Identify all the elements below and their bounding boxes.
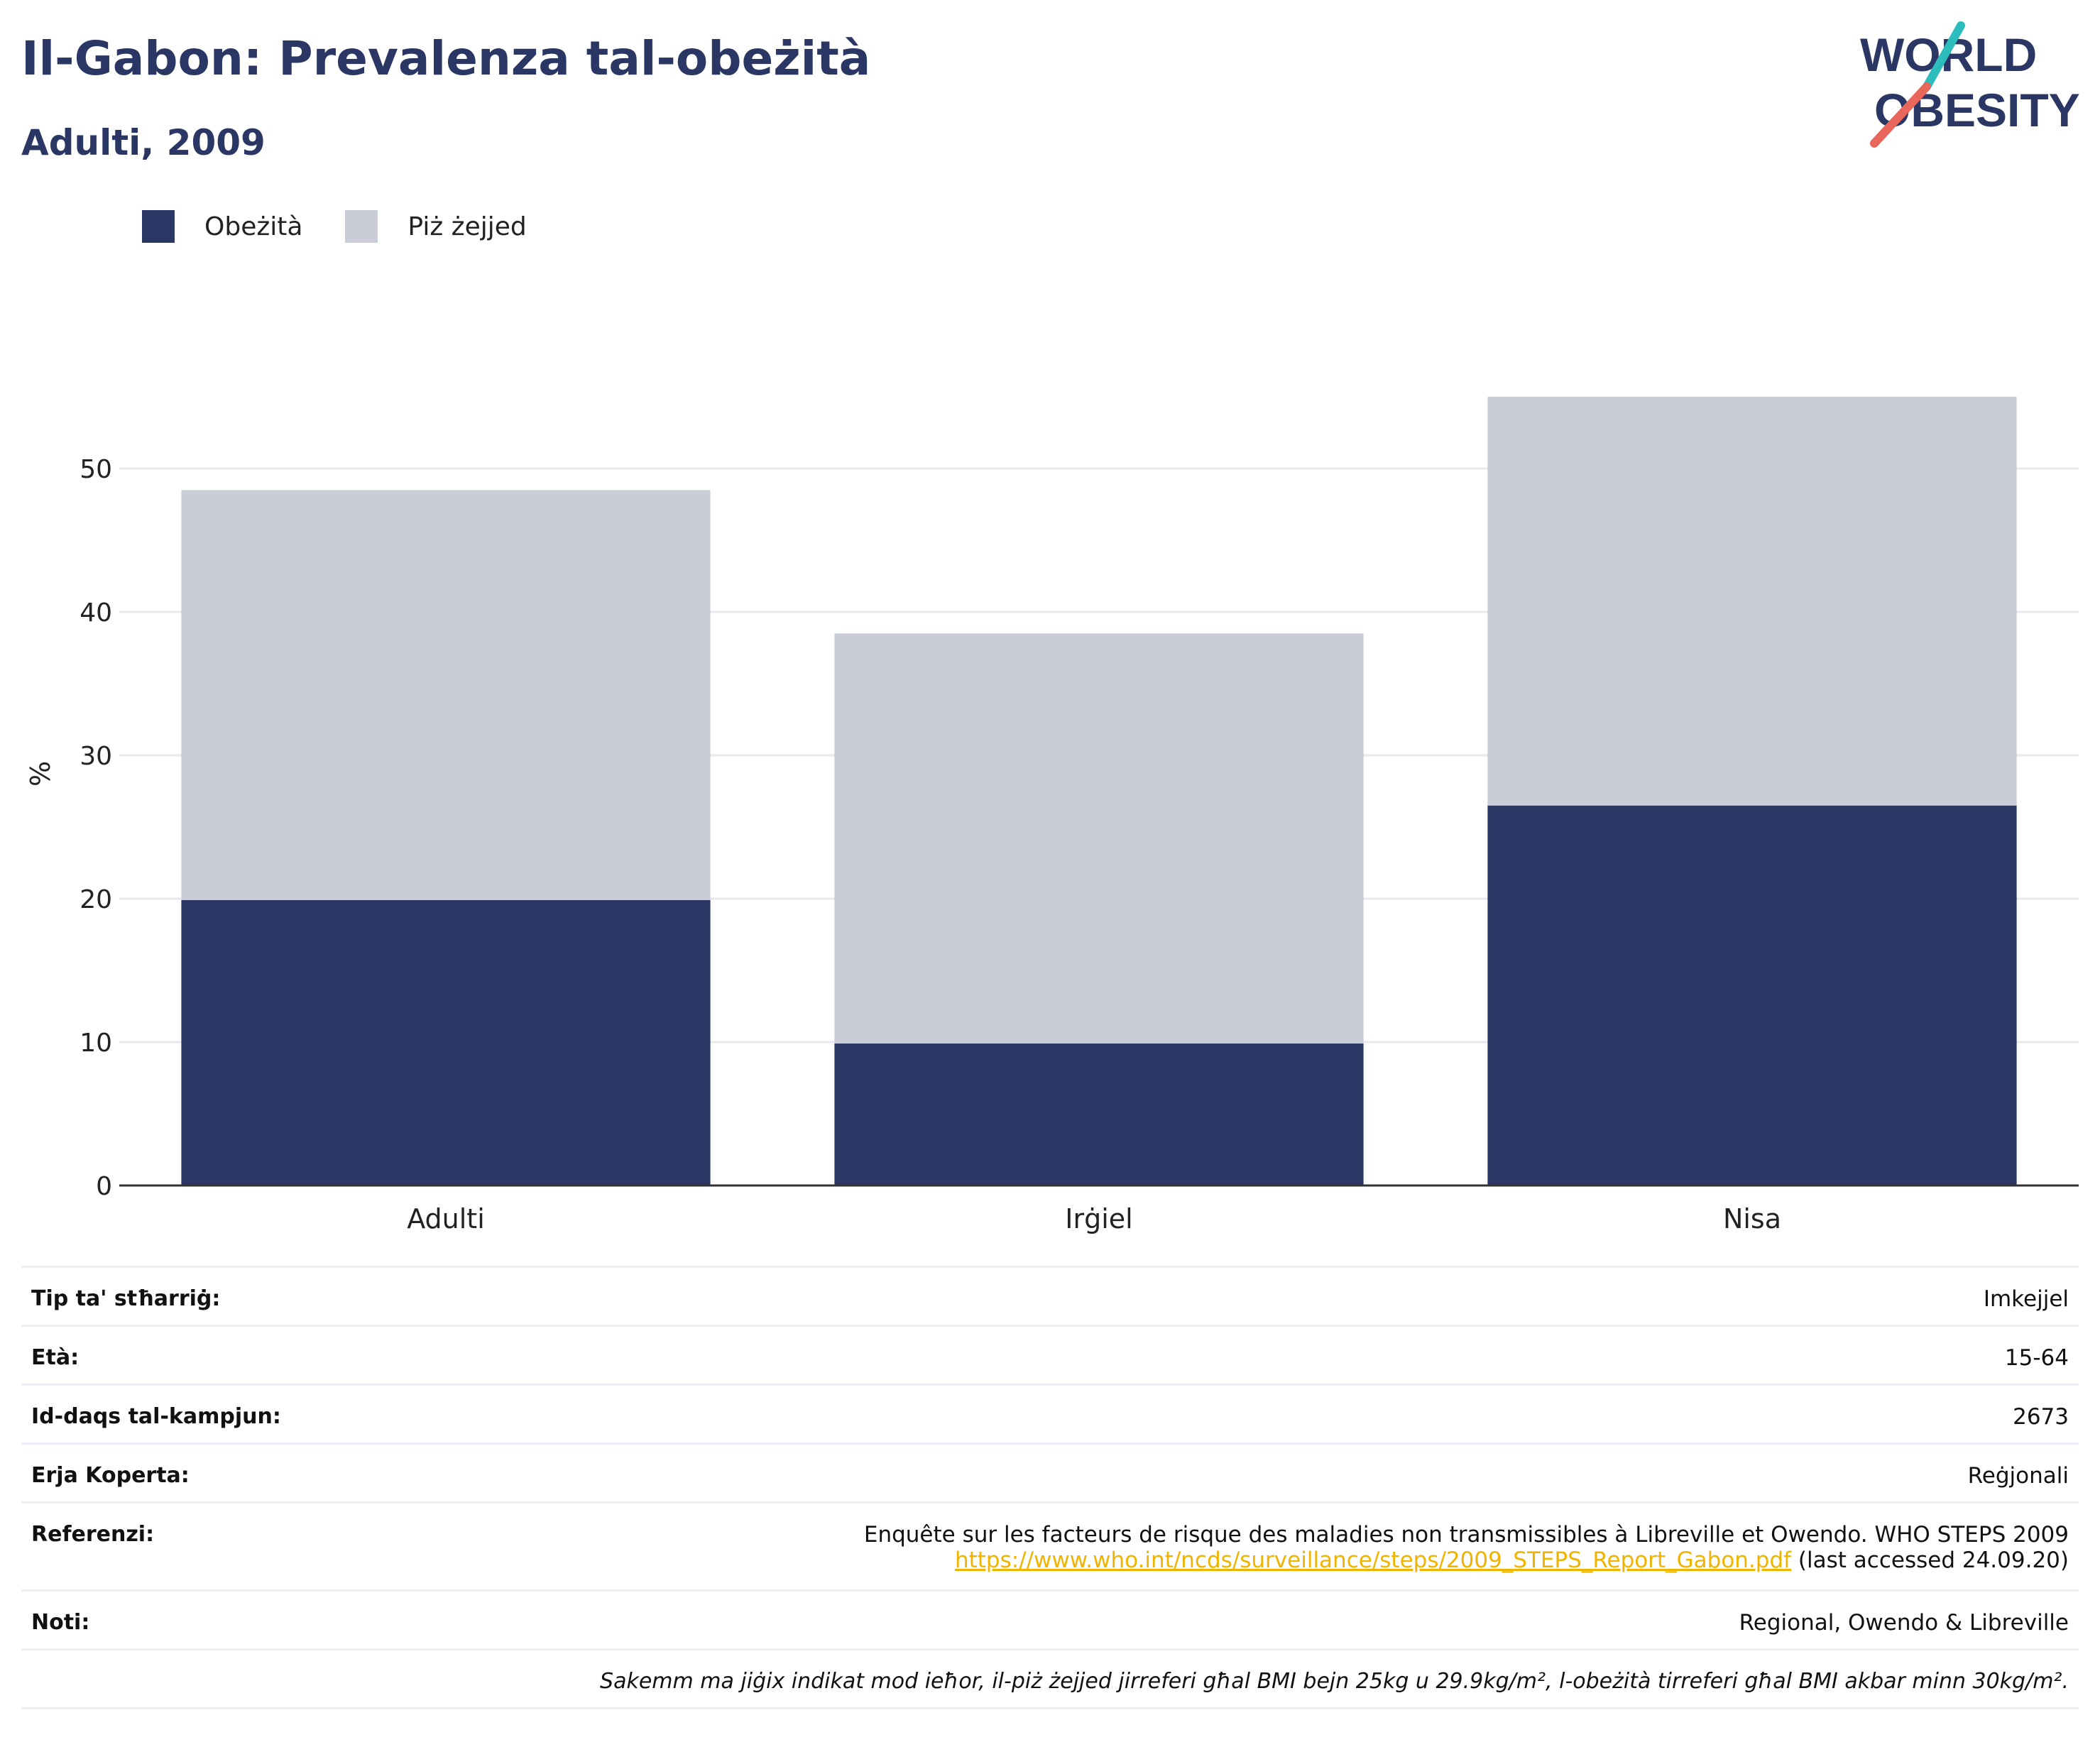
info-value-age: 15-64 <box>2004 1345 2069 1371</box>
y-tick-label-0: 0 <box>96 1172 112 1201</box>
bar-overweight-1 <box>834 633 1364 1044</box>
info-key-area-covered: Erja Koperta: <box>31 1463 190 1488</box>
logo-slash-teal <box>1923 21 1965 91</box>
legend-item-overweight[interactable]: Piż żejjed <box>345 210 527 243</box>
x-tick-label-0: Adulti <box>407 1203 485 1234</box>
info-value-area-covered: Reġjonali <box>1967 1463 2069 1489</box>
info-key-notes: Noti: <box>31 1610 90 1635</box>
legend-swatch-obesity <box>142 210 175 243</box>
y-tick-label-50: 50 <box>80 455 112 484</box>
chart-legend: Obeżità Piż żejjed <box>142 210 569 243</box>
bar-obesity-1 <box>834 1044 1364 1185</box>
reference-text: Enquête sur les facteurs de risque des m… <box>863 1522 2069 1548</box>
y-tick-label-20: 20 <box>80 885 112 914</box>
bar-overweight-2 <box>1487 397 2017 806</box>
info-key-sample-size: Id-daqs tal-kampjun: <box>31 1404 281 1429</box>
chart-subtitle: Adulti, 2009 <box>21 122 266 163</box>
info-key-age: Età: <box>31 1345 80 1370</box>
bar-obesity-2 <box>1487 805 2017 1185</box>
info-row-references: Referenzi: Enquête sur les facteurs de r… <box>21 1501 2079 1589</box>
legend-swatch-overweight <box>345 210 378 243</box>
y-tick-label-40: 40 <box>80 598 112 628</box>
survey-info-table: Tip ta' stħarriġ: Imkejjel Età: 15-64 Id… <box>21 1266 2079 1709</box>
x-tick-label-1: Irġiel <box>1065 1203 1132 1234</box>
bar-overweight-0 <box>181 490 711 901</box>
legend-label-overweight: Piż żejjed <box>408 212 527 241</box>
info-row-area-covered: Erja Koperta: Reġjonali <box>21 1442 2079 1501</box>
stacked-bar-chart: 0 10 20 30 40 50% Adulti Irġiel Nisa <box>25 397 2079 1234</box>
info-row-notes: Noti: Regional, Owendo & Libreville <box>21 1589 2079 1648</box>
bmi-footnote: Sakemm ma jiġix indikat mod ieħor, il-pi… <box>600 1669 2069 1694</box>
y-tick-label-30: 30 <box>80 742 112 771</box>
bar-obesity-0 <box>181 900 711 1185</box>
info-value-references: Enquête sur les facteurs de risque des m… <box>864 1504 2069 1573</box>
chart-title: Il-Gabon: Prevalenza tal-obeżità <box>21 31 871 86</box>
info-key-survey-type: Tip ta' stħarriġ: <box>31 1286 221 1311</box>
legend-item-obesity[interactable]: Obeżità <box>142 210 302 243</box>
info-value-survey-type: Imkejjel <box>1983 1286 2069 1312</box>
info-row-survey-type: Tip ta' stħarriġ: Imkejjel <box>21 1266 2079 1325</box>
logo-slash-red <box>1870 82 1931 148</box>
y-tick-label-10: 10 <box>80 1029 112 1058</box>
reference-link[interactable]: https://www.who.int/ncds/surveillance/st… <box>954 1548 1792 1573</box>
y-axis-label: % <box>25 761 56 787</box>
info-row-footnote: Sakemm ma jiġix indikat mod ieħor, il-pi… <box>21 1648 2079 1709</box>
x-tick-label-2: Nisa <box>1723 1203 1781 1234</box>
world-obesity-logo: WORLD OBESITY <box>1860 21 2080 148</box>
info-value-sample-size: 2673 <box>2013 1404 2069 1430</box>
info-row-age: Età: 15-64 <box>21 1325 2079 1384</box>
legend-label-obesity: Obeżità <box>204 212 303 241</box>
reference-access-date: (last accessed 24.09.20) <box>1791 1548 2069 1573</box>
info-row-sample-size: Id-daqs tal-kampjun: 2673 <box>21 1384 2079 1442</box>
info-value-notes: Regional, Owendo & Libreville <box>1739 1610 2069 1636</box>
info-key-references: Referenzi: <box>31 1522 155 1547</box>
